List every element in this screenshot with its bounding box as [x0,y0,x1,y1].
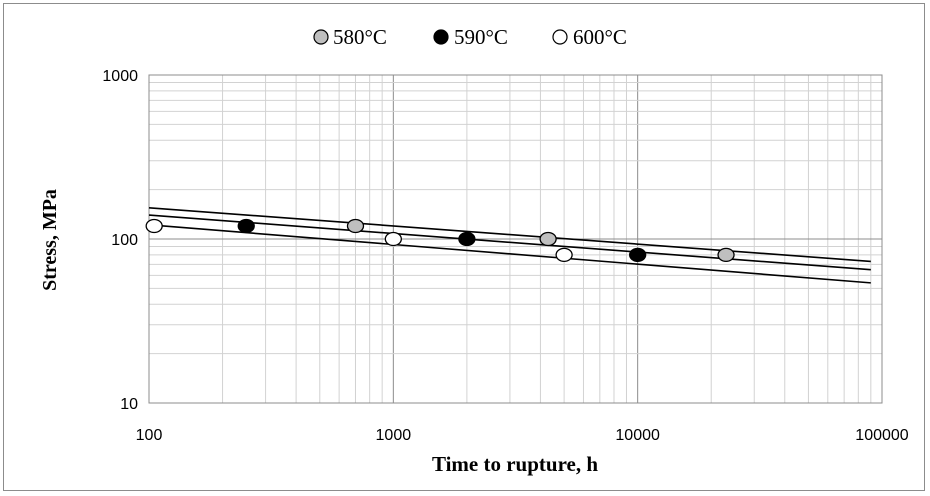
trend-line [148,214,871,271]
x-axis-title: Time to rupture, h [432,452,598,476]
data-point-600 [384,231,402,247]
x-tick-label: 100000 [855,427,908,444]
legend: 580°C 590°C 600°C [313,25,627,49]
y-axis-ticks: 10 100 1000 [102,68,138,413]
y-axis-title: Stress, MPa [39,189,61,291]
data-point-580 [717,247,735,263]
x-tick-label: 10000 [615,427,660,444]
data-point-600 [145,218,163,234]
y-tick-label: 100 [111,232,138,249]
data-point-580 [346,218,365,234]
data-point-590 [458,231,476,247]
data-point-590 [237,218,255,234]
plot-area-border [148,74,883,404]
x-tick-label: 1000 [376,427,412,444]
data-point-600 [555,247,573,263]
legend-label-580: 580°C [333,25,387,49]
trend-line [148,224,871,284]
trend-lines [148,206,871,284]
data-point-580 [539,231,557,247]
legend-marker-600 [552,29,568,45]
grid-lines [148,75,882,404]
x-tick-label: 100 [136,427,163,444]
data-point-590 [629,247,647,263]
legend-marker-590 [433,29,449,45]
legend-marker-580 [313,29,329,45]
y-tick-label: 10 [120,396,138,413]
x-axis-ticks: 100 1000 10000 100000 [136,427,909,444]
legend-label-600: 600°C [573,25,627,49]
legend-label-590: 590°C [454,25,508,49]
y-tick-label: 1000 [102,68,138,85]
trend-line [148,206,871,263]
data-points [145,218,735,263]
